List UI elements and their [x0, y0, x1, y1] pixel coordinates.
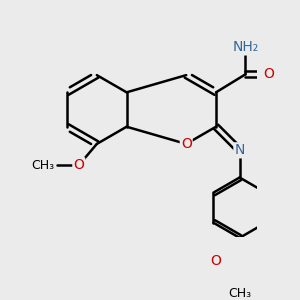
Text: O: O [211, 254, 221, 268]
Text: CH₃: CH₃ [31, 159, 54, 172]
Text: O: O [74, 158, 84, 172]
Text: NH₂: NH₂ [232, 40, 259, 54]
Text: O: O [181, 137, 192, 151]
Text: O: O [264, 67, 274, 81]
Text: CH₃: CH₃ [228, 286, 251, 300]
Text: N: N [234, 143, 245, 157]
